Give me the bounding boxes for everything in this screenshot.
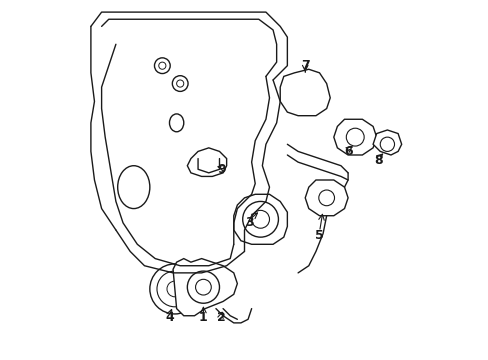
- Circle shape: [187, 271, 219, 303]
- Text: 1: 1: [199, 311, 207, 324]
- Polygon shape: [187, 148, 226, 176]
- Circle shape: [172, 76, 188, 91]
- Text: 5: 5: [314, 229, 323, 242]
- Polygon shape: [173, 258, 237, 316]
- Circle shape: [251, 210, 269, 228]
- Circle shape: [195, 279, 211, 295]
- Polygon shape: [280, 69, 329, 116]
- Text: 6: 6: [343, 145, 352, 158]
- Circle shape: [380, 137, 394, 152]
- Text: 9: 9: [217, 163, 225, 176]
- Text: 7: 7: [300, 59, 309, 72]
- Circle shape: [242, 202, 278, 237]
- Ellipse shape: [118, 166, 149, 208]
- Text: 3: 3: [245, 216, 254, 229]
- Circle shape: [318, 190, 334, 206]
- Circle shape: [154, 58, 170, 73]
- Circle shape: [159, 62, 165, 69]
- Ellipse shape: [169, 114, 183, 132]
- Circle shape: [300, 90, 309, 99]
- Text: 4: 4: [165, 311, 174, 324]
- Circle shape: [292, 82, 317, 107]
- Circle shape: [166, 281, 183, 297]
- Circle shape: [285, 75, 324, 114]
- Text: 8: 8: [373, 154, 382, 167]
- Polygon shape: [233, 194, 287, 244]
- Text: 2: 2: [217, 311, 225, 324]
- Circle shape: [149, 264, 200, 314]
- Circle shape: [157, 271, 192, 307]
- Circle shape: [176, 80, 183, 87]
- Polygon shape: [305, 180, 347, 216]
- Polygon shape: [372, 130, 401, 155]
- Polygon shape: [333, 119, 376, 155]
- Circle shape: [346, 128, 364, 146]
